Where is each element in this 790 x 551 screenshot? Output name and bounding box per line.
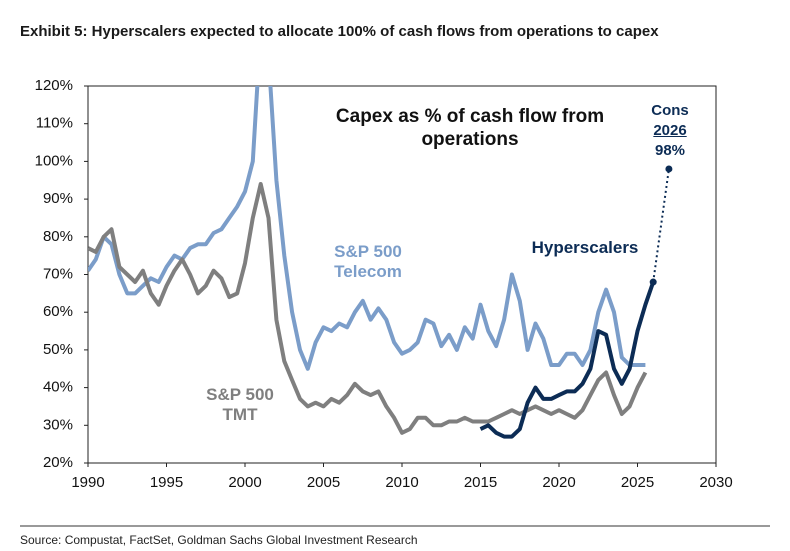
x-tick-label: 2025 (621, 474, 654, 491)
y-tick-label: 70% (43, 265, 73, 282)
series-label: S&P 500 TMT (206, 385, 274, 425)
forecast-label: 2026 (653, 122, 687, 139)
series-label: S&P 500 Telecom (334, 242, 402, 282)
x-tick-label: 2020 (542, 474, 575, 491)
series-line (88, 182, 648, 435)
x-tick-label: 2005 (307, 474, 340, 491)
forecast-point (649, 278, 657, 286)
series-line (479, 281, 656, 439)
series-label: Hyperscalers (531, 238, 639, 257)
x-tick-label: 2000 (228, 474, 261, 491)
inner-title: Capex as % of cash flow from operations (335, 106, 605, 150)
y-tick-label: 40% (43, 379, 73, 396)
y-tick-label: 90% (43, 190, 73, 207)
y-tick-label: 120% (35, 77, 73, 94)
y-tick-label: 20% (43, 454, 73, 471)
y-tick-label: 60% (43, 303, 73, 320)
y-tick-label: 110% (36, 115, 73, 132)
x-tick-label: 1990 (71, 474, 104, 491)
source: Source: Compustat, FactSet, Goldman Sach… (20, 533, 418, 547)
forecast-line (652, 168, 670, 283)
y-tick-label: 50% (43, 341, 73, 358)
x-tick-label: 2015 (464, 474, 497, 491)
x-tick-label: 2010 (385, 474, 418, 491)
x-tick-label: 1995 (150, 474, 183, 491)
y-tick-label: 30% (43, 416, 73, 433)
y-tick-label: 100% (35, 152, 73, 169)
chart-title: Exhibit 5: Hyperscalers expected to allo… (20, 23, 659, 40)
series-line (88, 86, 646, 371)
forecast-point (665, 165, 673, 173)
y-tick-label: 80% (43, 228, 73, 245)
x-tick-label: 2030 (699, 474, 732, 491)
forecast-label: Cons (651, 102, 689, 119)
forecast-value-label: 98% (654, 142, 686, 159)
